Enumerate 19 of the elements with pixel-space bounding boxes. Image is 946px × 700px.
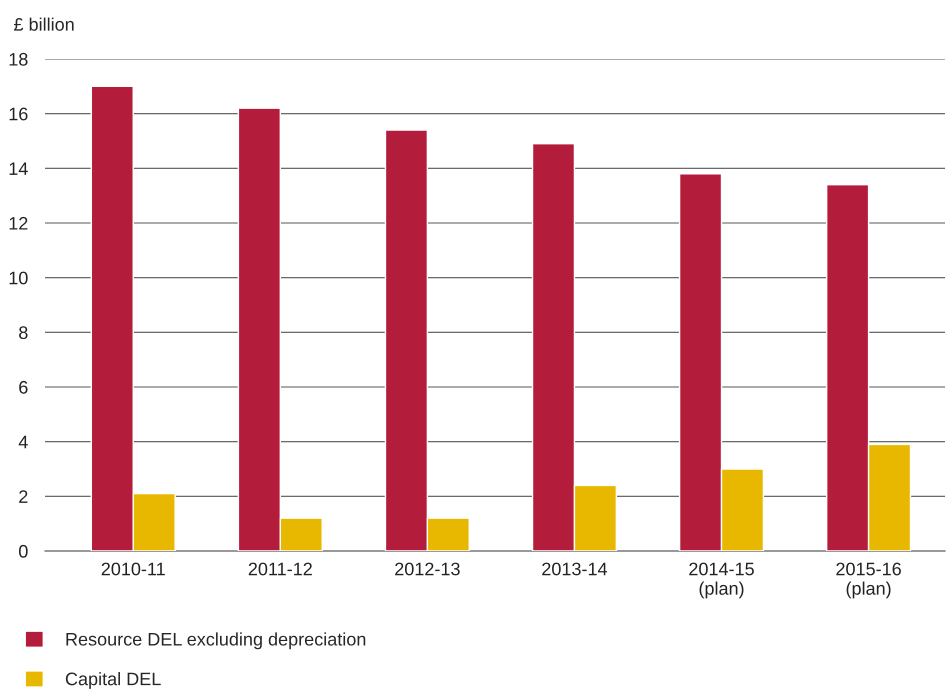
y-tick-label: 2 xyxy=(19,490,28,503)
y-tick-label: 8 xyxy=(19,326,28,340)
y-tick-label: 6 xyxy=(19,380,28,394)
x-tick-label: 2011-12 xyxy=(248,562,312,576)
y-tick-label: 12 xyxy=(10,216,28,230)
x-tick-label: 2015-16 (plan) xyxy=(836,562,901,598)
x-tick-label: 2010-11 xyxy=(102,562,165,576)
y-tick-label: 14 xyxy=(10,162,28,175)
legend-label: Capital DEL xyxy=(66,672,161,689)
x-tick-label: 2012-13 xyxy=(395,562,460,576)
y-tick-label: 4 xyxy=(18,436,28,448)
y-tick-label: 16 xyxy=(10,108,28,120)
y-tick-label: 10 xyxy=(10,272,28,284)
legend-label: Resource DEL excluding depreciation xyxy=(66,632,366,650)
y-tick-label: 0 xyxy=(19,544,28,558)
x-tick-label: 2013-14 xyxy=(542,562,608,576)
x-tick-label: 2014-15 (plan) xyxy=(689,562,754,598)
y-axis-title: £ billion xyxy=(14,18,74,31)
y-tick-label: 18 xyxy=(10,52,28,66)
